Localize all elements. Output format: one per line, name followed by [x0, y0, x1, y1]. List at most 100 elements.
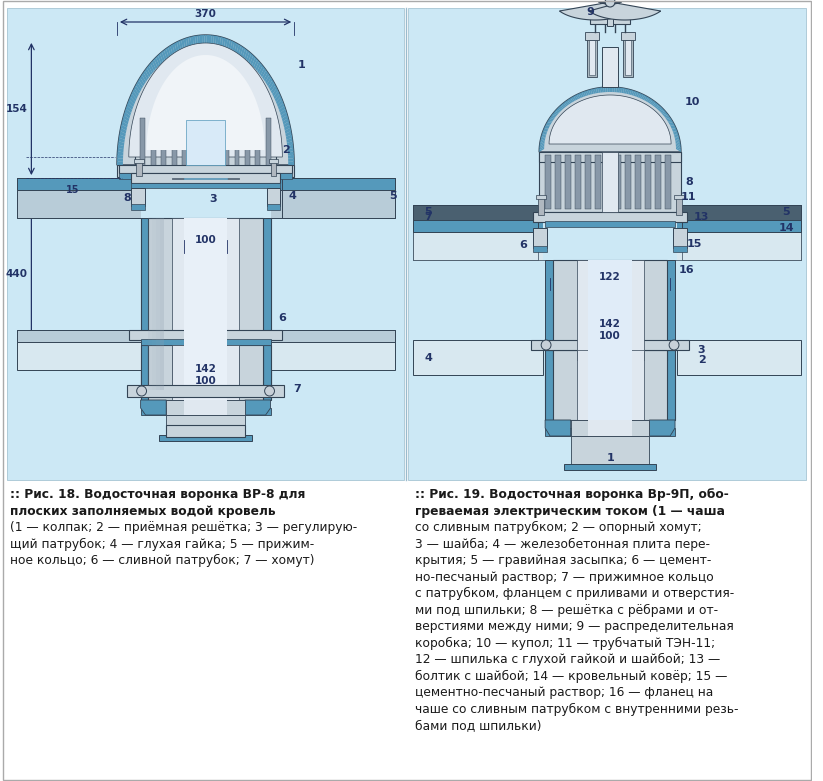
Bar	[148, 345, 263, 400]
Polygon shape	[269, 83, 276, 91]
Polygon shape	[122, 118, 128, 125]
Polygon shape	[177, 41, 181, 52]
Bar	[214, 118, 219, 167]
Bar	[676, 197, 682, 215]
Bar	[590, 12, 630, 24]
Bar	[271, 330, 394, 370]
Bar	[570, 436, 649, 466]
Text: 4: 4	[288, 191, 296, 201]
Polygon shape	[672, 131, 678, 134]
Bar	[151, 118, 156, 167]
Polygon shape	[232, 42, 236, 52]
Bar	[564, 464, 656, 470]
Text: коробка; 10 — купол; 11 — трубчатый ТЭН-11;: коробка; 10 — купол; 11 — трубчатый ТЭН-…	[415, 637, 715, 650]
Bar	[16, 178, 143, 190]
Polygon shape	[675, 138, 680, 141]
Bar	[282, 190, 394, 218]
Polygon shape	[570, 97, 574, 102]
Bar	[141, 339, 271, 345]
Polygon shape	[151, 61, 156, 71]
Polygon shape	[620, 87, 622, 93]
Bar	[184, 218, 227, 390]
Polygon shape	[140, 75, 146, 84]
Polygon shape	[539, 148, 544, 152]
Polygon shape	[539, 143, 545, 147]
Polygon shape	[160, 52, 165, 62]
Polygon shape	[188, 37, 192, 48]
Polygon shape	[282, 118, 289, 125]
Polygon shape	[235, 43, 239, 54]
Polygon shape	[550, 116, 555, 119]
Polygon shape	[277, 99, 283, 107]
Polygon shape	[252, 57, 257, 67]
Text: 6: 6	[278, 313, 286, 323]
Polygon shape	[216, 36, 218, 46]
Polygon shape	[667, 119, 672, 122]
Polygon shape	[631, 91, 635, 95]
Polygon shape	[575, 95, 579, 99]
Polygon shape	[281, 112, 287, 119]
Polygon shape	[626, 89, 630, 95]
Bar	[413, 205, 538, 220]
Polygon shape	[607, 87, 609, 92]
Bar	[553, 260, 667, 360]
Polygon shape	[125, 109, 131, 116]
Polygon shape	[542, 133, 547, 135]
Text: 122: 122	[599, 272, 621, 282]
Polygon shape	[174, 42, 179, 52]
Text: ми под шпильки; 8 — решётка с рёбрами и от-: ми под шпильки; 8 — решётка с рёбрами и …	[415, 604, 718, 616]
Polygon shape	[117, 35, 294, 165]
Polygon shape	[202, 35, 204, 45]
Polygon shape	[543, 128, 549, 130]
Polygon shape	[584, 91, 587, 96]
Polygon shape	[255, 61, 261, 71]
Polygon shape	[181, 39, 185, 49]
Polygon shape	[246, 52, 251, 62]
Polygon shape	[257, 63, 263, 73]
Bar	[148, 178, 263, 179]
Bar	[408, 8, 806, 480]
Bar	[267, 204, 281, 210]
Polygon shape	[566, 100, 570, 105]
Bar	[127, 385, 284, 397]
Text: 4: 4	[424, 353, 432, 363]
Polygon shape	[220, 37, 223, 48]
Polygon shape	[287, 148, 294, 152]
Bar	[245, 118, 250, 167]
Polygon shape	[179, 40, 183, 51]
Polygon shape	[146, 55, 265, 150]
Polygon shape	[612, 87, 615, 92]
Polygon shape	[674, 136, 679, 138]
Bar	[545, 155, 551, 209]
Polygon shape	[670, 126, 676, 127]
Polygon shape	[138, 77, 145, 87]
Polygon shape	[230, 41, 235, 52]
Polygon shape	[224, 38, 227, 48]
Polygon shape	[287, 141, 293, 146]
Polygon shape	[650, 100, 654, 105]
Polygon shape	[541, 137, 546, 140]
Polygon shape	[284, 124, 291, 130]
Polygon shape	[240, 47, 245, 58]
Bar	[193, 118, 198, 167]
Polygon shape	[668, 121, 673, 123]
Text: :: Рис. 19. Водосточная воронка Вр-9П, обо-: :: Рис. 19. Водосточная воронка Вр-9П, о…	[415, 488, 729, 501]
Text: 5: 5	[388, 191, 397, 201]
Polygon shape	[276, 97, 282, 105]
Text: 7: 7	[293, 384, 301, 394]
Bar	[413, 220, 538, 232]
Polygon shape	[545, 126, 550, 127]
Polygon shape	[540, 141, 545, 145]
Polygon shape	[258, 66, 264, 75]
Polygon shape	[166, 47, 170, 58]
Polygon shape	[643, 95, 647, 100]
Polygon shape	[158, 54, 163, 64]
Polygon shape	[119, 131, 126, 137]
Circle shape	[669, 340, 679, 350]
Bar	[131, 183, 281, 188]
Polygon shape	[213, 36, 216, 46]
Text: 3: 3	[210, 194, 217, 204]
Bar	[16, 330, 141, 370]
Bar	[682, 205, 801, 220]
Bar	[682, 232, 801, 260]
